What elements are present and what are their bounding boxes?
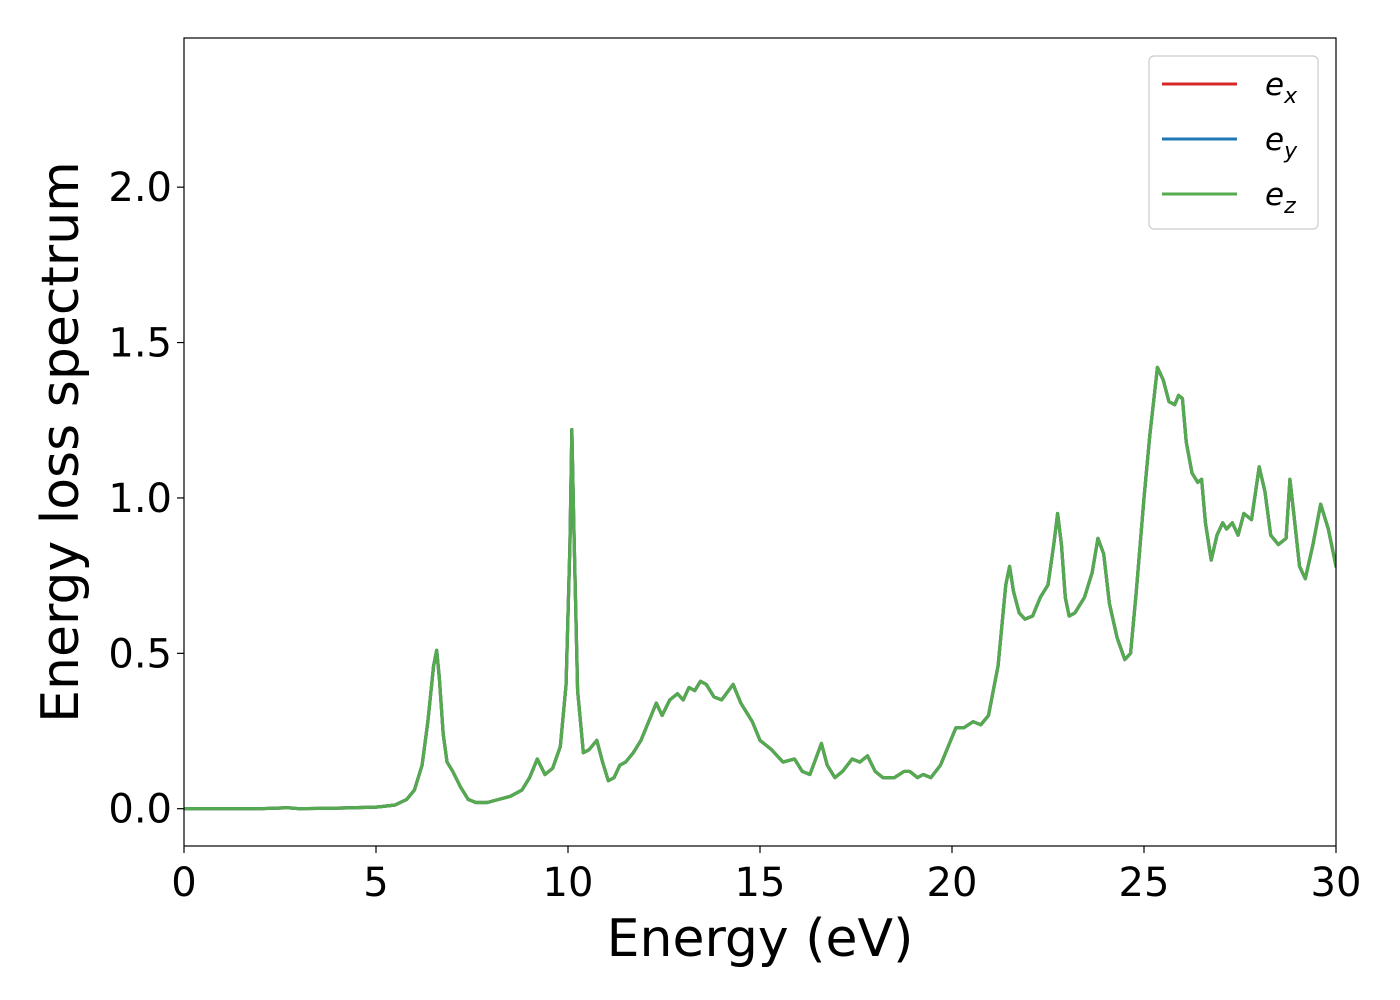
legend-label-z: ez [1265,177,1296,219]
series-line-e-x [184,365,1336,811]
series-layer [184,365,1336,811]
series-line-e-z [184,365,1336,811]
legend-box [1148,55,1319,230]
x-tick-label: 5 [363,860,388,906]
x-tick-label: 30 [1311,860,1362,906]
y-tick-label: 0.5 [108,631,172,677]
x-tick-label: 15 [735,860,786,906]
x-tick-label: 25 [1119,860,1170,906]
y-axis-label: Energy loss spectrum [31,161,91,723]
x-tick-label: 20 [927,860,978,906]
legend-label-y: ey [1265,122,1298,164]
series-line-e-y [184,365,1336,811]
x-axis-label: Energy (eV) [607,909,914,969]
y-tick-label: 2.0 [108,165,172,211]
x-tick-label: 0 [171,860,196,906]
y-tick-label: 0.0 [108,787,172,833]
y-tick-label: 1.0 [108,476,172,522]
x-axis-ticks: 0 5 10 15 20 25 30 [171,846,1361,906]
y-tick-label: 1.5 [108,321,172,367]
legend: ex ey ez [1148,55,1319,230]
y-axis-ticks: 0.0 0.5 1.0 1.5 2.0 [108,165,184,833]
x-tick-label: 10 [543,860,594,906]
legend-label-x: ex [1265,67,1298,109]
